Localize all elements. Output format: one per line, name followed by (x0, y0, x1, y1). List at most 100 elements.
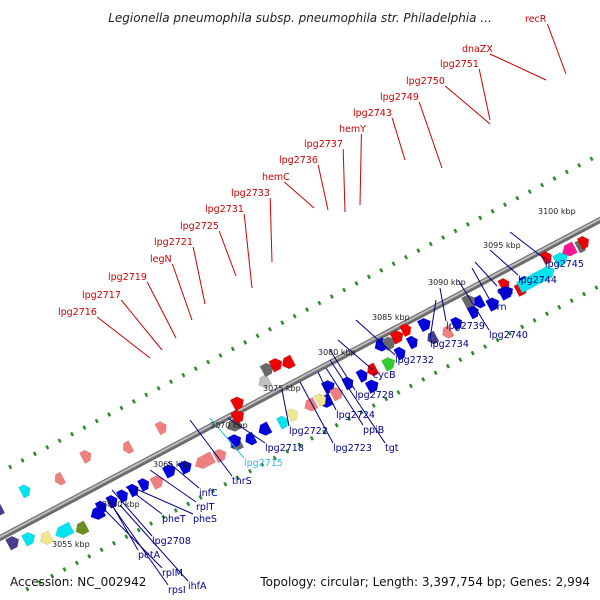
top-label-leader (192, 246, 206, 305)
bottom-label-leader (337, 339, 374, 371)
grid-dot (552, 176, 557, 181)
grid-dot (527, 189, 532, 194)
grid-dot (243, 340, 248, 345)
grid-dot (255, 333, 260, 339)
grid-dot (32, 451, 37, 457)
grid-dot (445, 363, 451, 369)
topology-summary: Topology: circular; Length: 3,397,754 bp… (259, 575, 590, 589)
accession-label: Accession: NC_002942 (10, 575, 146, 589)
forward-gene-arrow (576, 235, 590, 250)
grid-dot (82, 425, 87, 430)
grid-dot (57, 438, 62, 444)
bottom-label-lpg2732: lpg2732 (395, 355, 434, 366)
grid-dot (74, 560, 79, 566)
grid-dot (285, 449, 290, 454)
grid-dot (569, 298, 574, 304)
forward-gene-arrow (405, 335, 418, 350)
top-label-lpg2721: lpg2721 (154, 237, 193, 248)
bottom-label-rpsi: rpsI (168, 585, 186, 596)
top-label-leader (146, 281, 177, 339)
grid-dot (131, 399, 136, 404)
bottom-label-leader (325, 367, 364, 426)
forward-gene-arrow (149, 475, 164, 490)
grid-dot (149, 521, 154, 526)
kbp-label: 3060 kbp (102, 500, 140, 509)
forward-gene-arrow (21, 532, 36, 547)
bottom-label-lpg2744: lpg2744 (518, 275, 557, 286)
bottom-label-leader (125, 486, 163, 515)
top-label-lpg2719: lpg2719 (108, 272, 147, 283)
map-title: Legionella pneumophila subsp. pneumophil… (108, 11, 492, 25)
grid-dot (458, 357, 463, 363)
forward-gene-arrow (389, 330, 404, 345)
reverse-gene-arrow (367, 362, 380, 377)
grid-dot (181, 372, 186, 378)
grid-dot (248, 468, 253, 474)
forward-gene-arrow (79, 449, 92, 464)
bottom-label-ppib: ppiB (363, 425, 384, 436)
grid-dot (433, 370, 438, 376)
grid-dot (354, 281, 359, 286)
top-label-leader (120, 299, 163, 351)
grid-dot (260, 462, 265, 467)
grid-dot (156, 385, 161, 391)
kbp-label: 3070 kbp (210, 421, 248, 430)
grid-dot (186, 501, 191, 507)
forward-gene-arrow (393, 346, 406, 361)
top-label-leader (171, 263, 193, 321)
kbp-scale-labels: 3055 kbp 3060 kbp 3065 kbp 3070 kbp 3075 kbp… (52, 207, 576, 549)
bottom-label-leader (133, 487, 194, 515)
grid-dot (490, 208, 495, 214)
top-label-hemy: hemY (339, 124, 366, 135)
top-label-leader (243, 213, 253, 289)
bottom-label-leader (509, 231, 546, 260)
forward-gene-arrow (94, 500, 107, 515)
grid-dot (210, 488, 215, 494)
reverse-gene-arrow (258, 421, 273, 436)
grid-dot (478, 215, 483, 221)
reverse-gene-arrow (194, 451, 216, 470)
grid-dot (441, 235, 446, 240)
forward-gene-arrow (136, 477, 150, 493)
bottom-label-leader (355, 319, 396, 356)
forward-gene-arrow (355, 369, 368, 384)
forward-gene-arrow (516, 266, 555, 294)
top-label-dnazx: dnaZX (462, 44, 493, 55)
bottom-label-lpg2740: lpg2740 (489, 330, 528, 341)
bottom-label-leader (471, 267, 492, 303)
grid-dot (408, 383, 413, 389)
grid-dot (384, 396, 389, 402)
grid-dot (421, 376, 426, 382)
bottom-label-infc: infC (199, 488, 218, 499)
grid-dot (379, 267, 384, 273)
kbp-label: 3075 kbp (263, 384, 301, 393)
grid-dot (62, 567, 67, 572)
grid-dot (173, 508, 178, 513)
grid-dot (99, 547, 104, 553)
bottom-label-leader (457, 279, 490, 331)
grid-dot (483, 344, 488, 349)
reverse-gene-arrow (75, 520, 90, 536)
top-label-leader (418, 101, 443, 169)
top-label-lpg2717: lpg2717 (82, 290, 121, 301)
bottom-label-leader (149, 469, 197, 503)
grid-dot (119, 405, 124, 411)
grid-dot (515, 195, 520, 201)
kbp-label: 3100 kbp (538, 207, 576, 216)
grid-dot (305, 307, 310, 312)
forward-gene-arrow (497, 285, 514, 301)
grid-dot (557, 304, 562, 310)
grid-dot (168, 379, 174, 385)
reverse-gene-arrow (0, 501, 6, 516)
top-label-lpg2725: lpg2725 (180, 221, 219, 232)
bottom-label-cca: cca (497, 286, 513, 297)
backbone-highlight (0, 217, 600, 539)
bottom-label-lpg2723: lpg2723 (333, 443, 372, 454)
forward-gene-arrow (485, 297, 500, 312)
bottom-label-leader (317, 371, 337, 411)
grid-dot (206, 359, 211, 365)
bottom-label-rplm: rplM (162, 568, 183, 579)
grid-dot (50, 573, 55, 579)
